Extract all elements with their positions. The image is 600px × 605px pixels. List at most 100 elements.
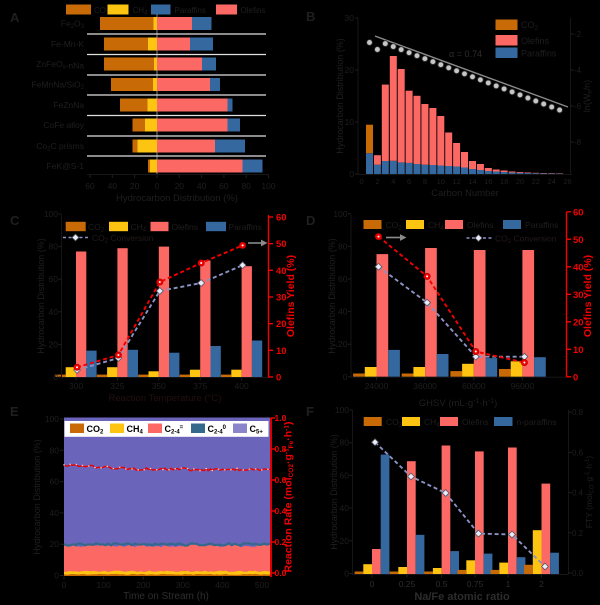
svg-text:1.0: 1.0 bbox=[275, 413, 287, 423]
svg-text:60: 60 bbox=[338, 274, 348, 284]
svg-text:20: 20 bbox=[345, 65, 355, 75]
svg-text:0: 0 bbox=[276, 373, 281, 384]
svg-text:FeK@S-1: FeK@S-1 bbox=[47, 161, 85, 171]
svg-text:60: 60 bbox=[573, 207, 584, 218]
svg-text:Olefins: Olefins bbox=[521, 36, 550, 46]
svg-text:0.6: 0.6 bbox=[572, 448, 584, 457]
svg-text:80: 80 bbox=[340, 438, 350, 448]
svg-text:20: 20 bbox=[130, 181, 140, 191]
svg-text:60: 60 bbox=[340, 470, 350, 480]
svg-text:CH4: CH4 bbox=[424, 417, 440, 429]
svg-text:C2-4=: C2-4= bbox=[165, 424, 184, 436]
svg-text:40: 40 bbox=[340, 503, 350, 513]
svg-text:CH4: CH4 bbox=[127, 424, 144, 436]
svg-text:4: 4 bbox=[391, 177, 395, 186]
svg-text:Fe2O3: Fe2O3 bbox=[61, 19, 85, 31]
svg-text:Na/Fe atomic ratio: Na/Fe atomic ratio bbox=[414, 591, 510, 603]
svg-text:0.2: 0.2 bbox=[275, 537, 287, 547]
svg-text:40: 40 bbox=[276, 266, 287, 277]
svg-text:0: 0 bbox=[53, 372, 58, 382]
svg-text:100: 100 bbox=[333, 209, 347, 219]
svg-text:30: 30 bbox=[573, 290, 584, 301]
svg-text:60: 60 bbox=[49, 274, 59, 284]
svg-text:100: 100 bbox=[44, 209, 58, 219]
svg-text:Paraffins: Paraffins bbox=[175, 6, 206, 15]
svg-text:40: 40 bbox=[573, 262, 584, 273]
svg-text:24: 24 bbox=[548, 177, 556, 186]
svg-text:Hydrocarbon Distribution (%): Hydrocarbon Distribution (%) bbox=[116, 193, 238, 204]
svg-text:FeMnNa/SiO2: FeMnNa/SiO2 bbox=[32, 80, 85, 92]
svg-text:60: 60 bbox=[219, 181, 229, 191]
svg-text:CoFe alloy: CoFe alloy bbox=[43, 120, 84, 130]
svg-text:20: 20 bbox=[338, 339, 348, 349]
svg-text:20: 20 bbox=[340, 536, 350, 546]
svg-text:400: 400 bbox=[215, 580, 229, 590]
svg-text:8: 8 bbox=[423, 177, 427, 186]
svg-text:CO2 Conversion: CO2 Conversion bbox=[92, 233, 154, 245]
svg-text:16: 16 bbox=[484, 177, 492, 186]
svg-text:CH4: CH4 bbox=[428, 220, 444, 232]
svg-text:6: 6 bbox=[407, 177, 411, 186]
svg-text:F: F bbox=[306, 404, 314, 419]
svg-text:0: 0 bbox=[343, 372, 348, 382]
svg-text:ln(Wn/n): ln(Wn/n) bbox=[582, 80, 594, 112]
svg-text:80: 80 bbox=[241, 181, 251, 191]
svg-text:FeZnNa: FeZnNa bbox=[53, 100, 84, 110]
svg-text:100: 100 bbox=[335, 405, 349, 415]
svg-text:C: C bbox=[10, 213, 20, 228]
svg-text:Olefins: Olefins bbox=[462, 417, 488, 427]
svg-text:40: 40 bbox=[197, 181, 207, 191]
svg-text:-2: -2 bbox=[574, 30, 582, 39]
svg-text:40: 40 bbox=[108, 181, 118, 191]
svg-text:CO2 Conversion: CO2 Conversion bbox=[495, 234, 557, 246]
svg-text:0.8: 0.8 bbox=[572, 408, 584, 417]
svg-text:0.6: 0.6 bbox=[275, 475, 287, 485]
svg-text:300: 300 bbox=[176, 580, 190, 590]
svg-text:Reaction Temperature (°C): Reaction Temperature (°C) bbox=[109, 393, 222, 404]
svg-text:12: 12 bbox=[452, 177, 460, 186]
svg-text:10: 10 bbox=[573, 345, 584, 356]
svg-text:0: 0 bbox=[344, 569, 349, 579]
svg-text:Olefins Yield (%): Olefins Yield (%) bbox=[582, 255, 594, 337]
svg-text:30: 30 bbox=[276, 293, 287, 304]
svg-text:n-paraffins: n-paraffins bbox=[517, 417, 557, 427]
svg-text:-6: -6 bbox=[574, 102, 582, 111]
svg-text:20: 20 bbox=[175, 181, 185, 191]
svg-text:300: 300 bbox=[69, 381, 83, 391]
svg-text:400: 400 bbox=[235, 381, 249, 391]
svg-text:0: 0 bbox=[62, 580, 67, 590]
svg-text:30: 30 bbox=[345, 13, 355, 23]
svg-text:20: 20 bbox=[49, 339, 59, 349]
svg-text:CO2: CO2 bbox=[87, 424, 105, 436]
svg-text:0.8: 0.8 bbox=[275, 444, 287, 454]
svg-text:0: 0 bbox=[370, 579, 375, 589]
svg-text:2: 2 bbox=[539, 579, 544, 589]
svg-text:CO2: CO2 bbox=[386, 220, 403, 232]
svg-text:Reaction Rate (molCO2·g-1Fe·h-: Reaction Rate (molCO2·g-1Fe·h-1) bbox=[283, 422, 296, 573]
svg-text:FTY (molCO·g-1·h-1): FTY (molCO·g-1·h-1) bbox=[584, 456, 596, 529]
svg-text:18: 18 bbox=[500, 177, 508, 186]
svg-text:0.75: 0.75 bbox=[467, 579, 484, 589]
svg-text:α = 0.74: α = 0.74 bbox=[449, 49, 482, 59]
svg-text:60: 60 bbox=[85, 181, 95, 191]
svg-text:60: 60 bbox=[50, 477, 60, 487]
svg-text:0.2: 0.2 bbox=[572, 529, 584, 538]
svg-text:10: 10 bbox=[345, 117, 355, 127]
svg-text:-8: -8 bbox=[574, 138, 582, 147]
svg-text:0: 0 bbox=[573, 372, 578, 383]
svg-text:0.0: 0.0 bbox=[275, 568, 287, 578]
svg-text:20: 20 bbox=[516, 177, 524, 186]
svg-text:0: 0 bbox=[155, 181, 160, 191]
svg-text:50: 50 bbox=[573, 235, 584, 246]
svg-text:CH4: CH4 bbox=[131, 222, 147, 234]
svg-text:Paraffins: Paraffins bbox=[525, 220, 558, 230]
svg-text:A: A bbox=[10, 10, 20, 25]
svg-text:Hydrocarbon Distribution (%): Hydrocarbon Distribution (%) bbox=[36, 238, 46, 354]
svg-text:Hydrocarbon Distribution (%): Hydrocarbon Distribution (%) bbox=[32, 439, 42, 555]
svg-text:Olefins: Olefins bbox=[467, 220, 493, 230]
svg-text:80: 80 bbox=[338, 241, 348, 251]
svg-text:200: 200 bbox=[136, 580, 150, 590]
svg-text:36000: 36000 bbox=[413, 381, 437, 391]
svg-text:14: 14 bbox=[468, 177, 476, 186]
svg-text:26: 26 bbox=[563, 177, 571, 186]
